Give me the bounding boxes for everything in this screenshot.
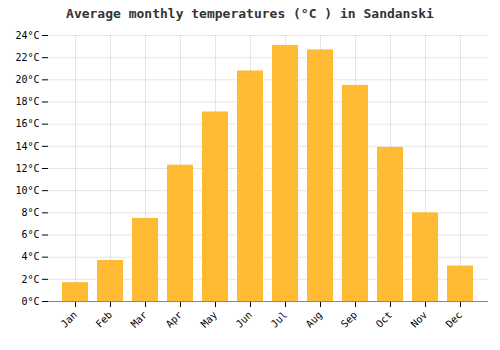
svg-text:0°C: 0°C [21,296,39,307]
svg-text:May: May [199,309,220,330]
svg-text:8°C: 8°C [21,207,39,218]
svg-text:Apr: Apr [164,309,185,330]
svg-text:22°C: 22°C [15,52,39,63]
svg-text:Nov: Nov [409,309,430,330]
svg-text:Jan: Jan [59,309,80,330]
svg-text:6°C: 6°C [21,229,39,240]
svg-text:24°C: 24°C [15,30,39,41]
svg-text:Mar: Mar [129,309,150,330]
svg-text:10°C: 10°C [15,185,39,196]
svg-text:2°C: 2°C [21,274,39,285]
svg-text:Sep: Sep [339,309,360,330]
svg-text:Jun: Jun [234,309,255,330]
svg-text:Oct: Oct [374,309,395,330]
svg-text:Jul: Jul [269,309,290,330]
svg-text:16°C: 16°C [15,118,39,129]
html-text:Average monthly temperatures (: Average monthly temperatures (°C ) in Sa… [66,6,434,21]
svg-text:20°C: 20°C [15,74,39,85]
svg-text:Feb: Feb [94,309,115,330]
svg-text:Aug: Aug [304,309,325,330]
svg-text:18°C: 18°C [15,96,39,107]
svg-text:4°C: 4°C [21,251,39,262]
svg-text:12°C: 12°C [15,163,39,174]
svg-text:14°C: 14°C [15,141,39,152]
svg-text:Dec: Dec [444,309,465,330]
